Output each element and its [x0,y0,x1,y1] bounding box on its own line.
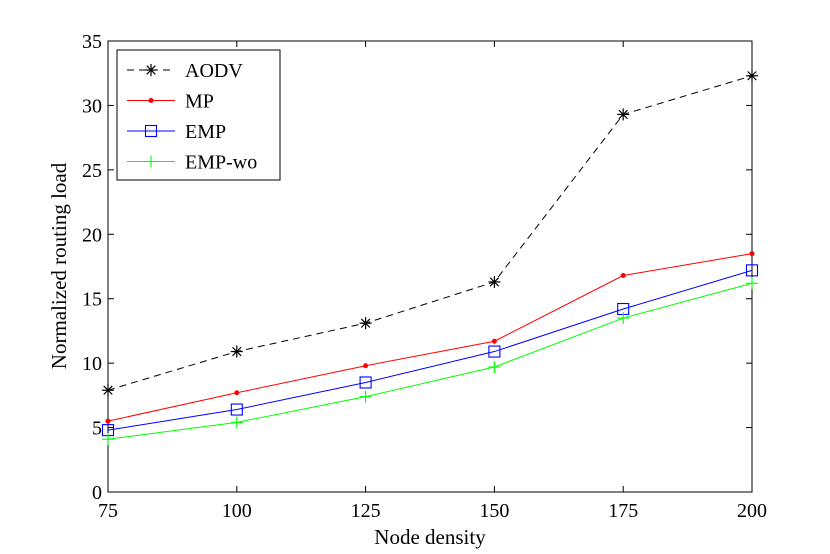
x-axis-title: Node density [374,525,486,549]
data-point-mp [234,390,240,396]
legend-box [116,49,281,181]
series-line-emp [107,269,753,431]
x-tick-label: 150 [479,500,509,522]
data-point-emp [745,264,759,277]
marker-stroke [489,277,500,287]
marker-dot [491,338,497,344]
data-point-mp [105,418,111,424]
y-tick-label: 0 [92,482,102,504]
data-point-emp-wo [230,416,243,429]
legend-marker-emp-wo [145,155,157,168]
y-axis-title: Normalized routing load [47,162,71,369]
series-layer [101,69,759,446]
marker-stroke [103,385,113,395]
data-point-aodv [746,69,758,82]
y-tick-label: 30 [82,95,102,117]
legend-label-emp: EMP [185,121,226,143]
legend-marker-mp [148,98,154,103]
marker-dot [234,390,240,396]
series-line-aodv [107,75,753,391]
legend-label-aodv: AODV [185,60,243,82]
x-tick-label: 200 [737,500,767,522]
marker-stroke [146,65,156,75]
legend: AODV MP EMP EMP-wo [116,49,281,181]
marker-dot [749,251,755,257]
data-point-mp [363,363,369,369]
data-point-mp [749,251,755,257]
data-point-emp-wo [102,433,114,446]
data-point-emp-wo [359,390,372,403]
data-point-aodv [102,384,114,397]
marker-stroke [360,318,371,328]
marker-square [144,124,158,138]
marker-square [745,264,759,277]
legend-label-mp: MP [185,91,214,113]
data-point-aodv [359,317,372,330]
y-tick-label: 15 [82,289,102,311]
legend-marker-emp [144,124,158,138]
y-tick-label: 20 [82,224,102,246]
data-point-emp-wo [488,361,501,374]
series-line-emp-wo [107,282,753,440]
marker-square [230,403,243,416]
y-tick-label: 25 [82,160,102,182]
marker-stroke [232,346,242,357]
legend-label-emp-wo: EMP-wo [185,152,257,174]
marker-dot [363,363,369,369]
series-line-mp [107,253,753,422]
y-tick-label: 10 [82,353,102,375]
data-point-aodv [617,108,630,121]
legend-marker-aodv [145,64,157,76]
marker-stroke [747,71,757,81]
marker-square [359,376,372,389]
data-point-emp-wo [746,277,758,290]
data-point-emp [359,376,372,389]
axis-ticks: 75 100 125 150 175 200 0 5 10 15 20 25 30 35 [82,31,767,522]
marker-dot [105,418,111,424]
data-point-emp-wo [617,312,630,325]
y-tick-label: 35 [82,31,102,53]
x-tick-label: 175 [608,500,638,522]
marker-dot [620,273,626,279]
x-tick-label: 125 [351,500,381,522]
y-tick-label: 5 [92,418,102,440]
data-point-mp [491,338,497,344]
data-point-aodv [230,345,243,358]
marker-square [488,345,501,358]
data-point-emp [488,345,501,358]
x-tick-label: 100 [222,500,252,522]
marker-stroke [618,109,628,120]
data-point-mp [620,273,626,279]
data-point-aodv [488,275,501,288]
marker-dot [148,98,154,103]
data-point-emp [230,403,243,416]
x-tick-label: 75 [98,500,118,522]
